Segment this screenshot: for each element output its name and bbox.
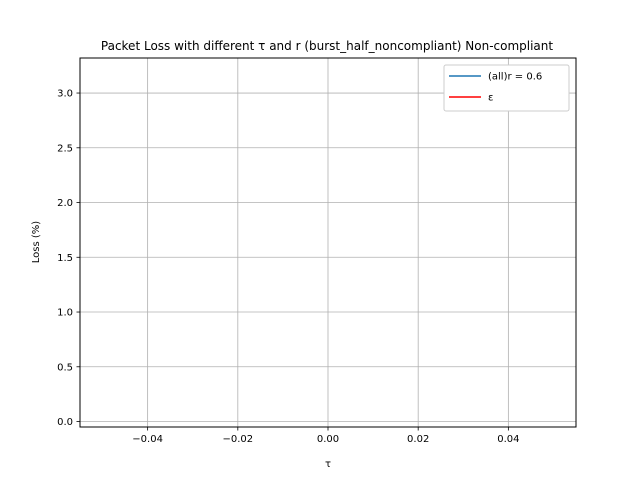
- x-axis-ticks: −0.04 −0.02 0.00 0.02 0.04: [132, 427, 519, 445]
- x-tick-label: 0.04: [497, 434, 519, 445]
- y-axis-ticks: 0.0 0.5 1.0 1.5 2.0 2.5 3.0: [57, 89, 80, 428]
- y-tick-label: 0.5: [57, 362, 73, 373]
- y-tick-label: 3.0: [57, 89, 73, 100]
- x-tick-label: −0.04: [132, 434, 163, 445]
- y-tick-label: 0.0: [57, 417, 73, 428]
- x-tick-label: −0.02: [222, 434, 253, 445]
- chart-title: Packet Loss with different τ and r (burs…: [101, 39, 554, 53]
- grid: [80, 58, 576, 427]
- y-tick-label: 2.5: [57, 143, 73, 154]
- x-tick-label: 0.02: [407, 434, 429, 445]
- legend-label-1: ε: [488, 93, 493, 104]
- x-axis-label: τ: [325, 459, 331, 470]
- y-axis-label: Loss (%): [31, 221, 42, 264]
- legend: (all)r = 0.6 ε: [443, 64, 570, 112]
- y-tick-label: 1.0: [57, 308, 73, 319]
- x-tick-label: 0.00: [317, 434, 339, 445]
- y-tick-label: 2.0: [57, 198, 73, 209]
- y-tick-label: 1.5: [57, 253, 73, 264]
- legend-label-0: (all)r = 0.6: [488, 72, 542, 83]
